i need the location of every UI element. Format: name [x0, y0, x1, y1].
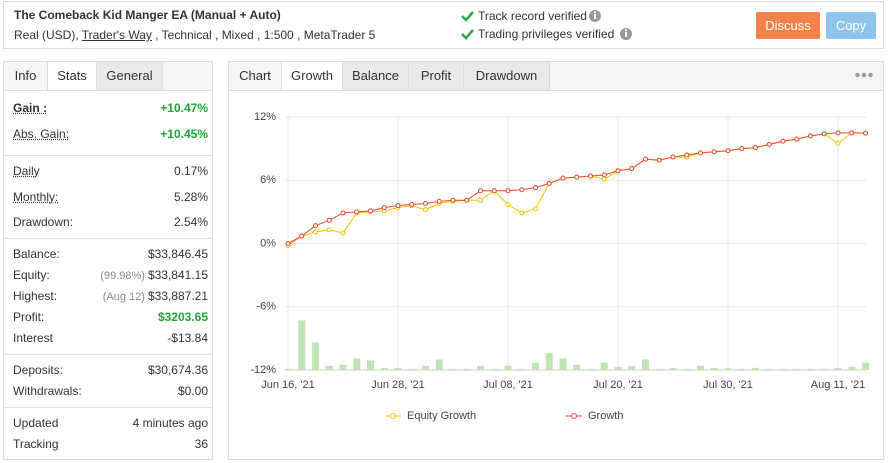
stat-value-wrap: (99.98%) $33,841.15	[100, 266, 208, 285]
separator	[4, 354, 212, 355]
check-icon	[461, 11, 474, 22]
broker-link[interactable]: Trader's Way	[81, 28, 152, 42]
stat-value: $0.00	[177, 384, 208, 398]
info-icon-dot	[594, 11, 596, 14]
info-icon-bar	[625, 32, 627, 37]
copy-button[interactable]: Copy	[826, 12, 876, 39]
stat-value: $3203.65	[157, 310, 208, 324]
stat-row: Highest: (Aug 12) $33,887.21	[13, 287, 208, 305]
stat-row: Updated 4 minutes ago	[13, 414, 208, 432]
stat-label: Highest:	[13, 289, 58, 303]
tab[interactable]: Drawdown	[464, 62, 550, 90]
stat-row: Gain : +10.47%	[13, 99, 208, 117]
stat-value-wrap: (Aug 12) $33,887.21	[103, 287, 208, 306]
stat-label: Monthly:	[13, 189, 59, 204]
stat-label: Tracking	[13, 437, 59, 451]
stat-value-wrap: $30,674.36	[148, 361, 208, 379]
stat-row: Interest -$13.84	[13, 329, 208, 347]
account-text: Real (USD),	[14, 28, 82, 42]
stat-label: Gain :	[13, 101, 48, 115]
stat-note: (99.98%)	[100, 270, 145, 282]
tab[interactable]: Stats	[47, 62, 97, 90]
chart-panel: Chart Growth Balance Profit Drawdown	[228, 61, 884, 460]
stat-row: Equity: (99.98%) $33,841.15	[13, 266, 208, 284]
stat-value-wrap: +10.45%	[160, 125, 208, 143]
account-info: Real (USD), Trader's Way , Technical , M…	[14, 28, 375, 42]
stat-value-wrap: $0.00	[178, 382, 208, 400]
stat-value-wrap: 4 minutes ago	[133, 414, 208, 432]
verification: Track record verified	[478, 9, 587, 23]
stat-label: Equity:	[13, 268, 50, 282]
stat-value-wrap: 36	[195, 435, 208, 453]
dot	[868, 72, 873, 78]
stat-value: 4 minutes ago	[132, 416, 208, 430]
menu-dots[interactable]	[855, 72, 873, 78]
tab[interactable]: Profit	[409, 62, 464, 90]
dot	[861, 72, 867, 78]
stat-label: Abs. Gain:	[13, 127, 70, 141]
info-icons	[589, 10, 632, 40]
stat-value-wrap: 5.28%	[174, 188, 208, 206]
stats-tabs: Info Stats General	[4, 62, 212, 91]
verification: Trading privileges verified	[478, 27, 615, 41]
header-box: The Comeback Kid Manger EA (Manual + Aut…	[3, 1, 884, 49]
account-title: The Comeback Kid Manger EA (Manual + Aut…	[14, 8, 281, 22]
stat-row: Withdrawals: $0.00	[13, 382, 208, 400]
discuss-button[interactable]: Discuss	[756, 12, 820, 39]
stat-label: Profit:	[13, 310, 45, 324]
stat-value: $33,887.21	[147, 289, 208, 303]
chart-tabs: Chart Growth Balance Profit Drawdown	[229, 62, 883, 91]
stat-value-wrap: 2.54%	[174, 213, 208, 231]
info-icon-dot	[625, 29, 627, 32]
check-icon	[461, 29, 474, 40]
tab[interactable]: Balance	[343, 62, 409, 90]
stat-value: 0.17%	[173, 164, 208, 178]
stat-label: Drawdown:	[13, 215, 74, 229]
info-icon-bar	[594, 14, 596, 19]
stat-row: Balance: $33,846.45	[13, 245, 208, 263]
separator	[4, 238, 212, 239]
stat-value-wrap: +10.47%	[160, 99, 208, 117]
stat-note: (Aug 12)	[102, 291, 145, 303]
stat-label: Updated	[13, 416, 59, 430]
stat-value-wrap: 0.17%	[174, 162, 208, 180]
stat-label: Balance:	[13, 247, 60, 261]
stat-row: Deposits: $30,674.36	[13, 361, 208, 379]
separator	[4, 407, 212, 408]
stat-value: $33,846.45	[147, 247, 208, 261]
stat-label: Deposits:	[13, 363, 64, 377]
stat-label: Daily	[13, 164, 40, 178]
stat-value: 36	[194, 437, 208, 451]
stat-value-wrap: $33,846.45	[148, 245, 208, 263]
stat-value: $33,841.15	[147, 268, 208, 282]
stat-value: +10.47%	[160, 101, 208, 115]
stat-value-wrap: -$13.84	[167, 329, 208, 347]
stat-value: -$13.84	[167, 331, 208, 345]
stat-row: Profit: $3203.65	[13, 308, 208, 326]
separator	[4, 155, 212, 156]
tab[interactable]: General	[97, 62, 163, 90]
stat-value: 5.28%	[173, 189, 208, 204]
stat-row: Drawdown: 2.54%	[13, 213, 208, 231]
tab: Chart	[239, 68, 271, 83]
check-icons	[461, 11, 474, 40]
tab: Info	[14, 68, 37, 83]
stat-value: $30,674.36	[147, 363, 208, 377]
stat-label: Interest	[13, 331, 54, 345]
stat-row: Daily 0.17%	[13, 162, 208, 180]
stat-row: Tracking 36	[13, 435, 208, 453]
account-text: , Technical , Mixed , 1:500 , MetaTrader…	[151, 28, 376, 42]
dot	[855, 72, 860, 78]
stat-value: 2.54%	[173, 215, 208, 229]
stat-row: Abs. Gain: +10.45%	[13, 125, 208, 143]
stat-value-wrap: $3203.65	[158, 308, 208, 326]
stat-label: Withdrawals:	[13, 384, 82, 398]
stat-value: +10.45%	[160, 127, 208, 141]
stat-row: Monthly: 5.28%	[13, 188, 208, 206]
stats-panel: Info Stats General Gain : +10.47% Abs. Gain:…	[3, 61, 213, 460]
tab[interactable]: Growth	[281, 62, 343, 90]
